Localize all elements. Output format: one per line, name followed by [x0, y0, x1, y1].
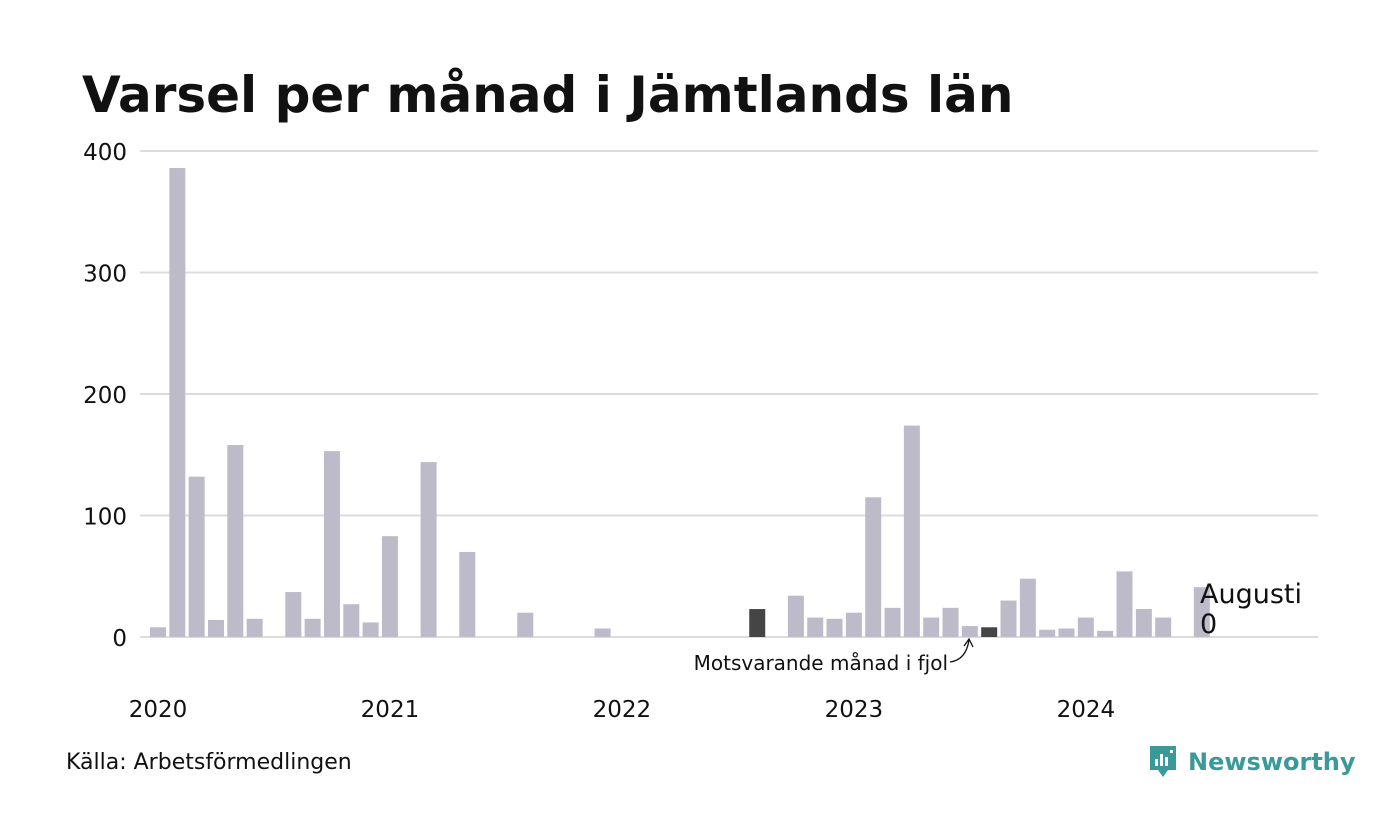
- bar-2020-12: [362, 622, 379, 637]
- bar-2020-03: [188, 476, 205, 637]
- bar-2023-07: [961, 626, 978, 637]
- newsworthy-icon: [1150, 746, 1176, 777]
- x-tick-label: 2021: [361, 697, 420, 723]
- y-tick-label: 100: [83, 505, 127, 531]
- newsworthy-logo: Newsworthy: [1148, 744, 1356, 780]
- bar-2024-05: [1155, 617, 1172, 637]
- bar-2021-03: [420, 462, 437, 637]
- chart-title: Varsel per månad i Jämtlands län: [82, 66, 1014, 124]
- y-tick-label: 300: [83, 262, 127, 288]
- bar-2023-03: [884, 607, 901, 637]
- bar-2023-02: [865, 497, 882, 637]
- x-tick-label: 2024: [1057, 697, 1116, 723]
- bar-2023-06: [942, 607, 959, 637]
- bar-2024-04: [1135, 609, 1152, 637]
- bar-2020-01: [150, 627, 166, 637]
- bar-2022-12: [826, 618, 843, 637]
- bar-2021-05: [459, 551, 476, 637]
- bars: [150, 168, 1210, 637]
- brand-name: Newsworthy: [1188, 748, 1356, 776]
- x-tick-label: 2023: [825, 697, 884, 723]
- bar-2020-11: [343, 604, 360, 637]
- bar-2023-01: [845, 612, 862, 637]
- bar-2020-04: [207, 619, 224, 637]
- bar-2022-10: [787, 595, 804, 637]
- bar-2022-08: [749, 609, 766, 637]
- annotation-arrowhead: [963, 637, 974, 648]
- current-month-label: Augusti: [1200, 579, 1302, 610]
- y-tick-label: 200: [83, 383, 127, 409]
- bar-2021-12: [594, 628, 611, 637]
- bar-2023-04: [903, 425, 920, 637]
- bar-2024-02: [1097, 630, 1114, 637]
- bar-2020-02: [169, 168, 186, 637]
- bar-2020-08: [285, 592, 302, 637]
- bar-2022-11: [807, 617, 824, 637]
- y-tick-label: 0: [112, 626, 127, 652]
- source-note: Källa: Arbetsförmedlingen: [66, 750, 352, 775]
- bar-2023-08: [981, 627, 998, 637]
- bar-2023-05: [923, 617, 940, 637]
- gridlines: [140, 150, 1318, 638]
- x-tick-label: 2022: [593, 697, 652, 723]
- bar-2023-10: [1019, 578, 1036, 637]
- x-tick-label: 2020: [129, 697, 188, 723]
- bar-2023-09: [1000, 600, 1017, 637]
- annotations: Augusti 0 Motsvarande månad i fjol: [694, 579, 1302, 675]
- bar-2020-06: [246, 618, 263, 637]
- previous-year-annotation: Motsvarande månad i fjol: [694, 651, 948, 675]
- bar-2024-07: [1193, 587, 1210, 637]
- current-month-value: 0: [1200, 609, 1217, 640]
- bar-2024-03: [1116, 571, 1133, 637]
- y-axis-ticks: 0 100 200 300 400: [83, 140, 127, 652]
- x-axis-ticks: 2020 2021 2022 2023 2024: [129, 697, 1115, 723]
- bar-2024-01: [1077, 617, 1094, 637]
- annotation-arrow: [949, 639, 970, 663]
- bar-2020-05: [227, 445, 244, 637]
- bar-2023-12: [1058, 628, 1075, 637]
- bar-2020-09: [304, 618, 321, 637]
- bar-2023-11: [1039, 629, 1056, 637]
- bar-2021-01: [381, 536, 398, 637]
- y-tick-label: 400: [83, 140, 127, 166]
- bar-2020-10: [323, 451, 340, 637]
- bar-2021-08: [517, 612, 534, 637]
